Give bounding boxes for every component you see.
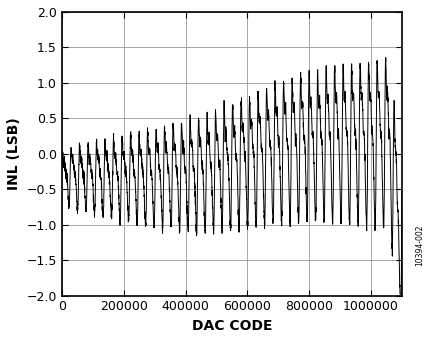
X-axis label: DAC CODE: DAC CODE xyxy=(191,319,272,333)
Y-axis label: INL (LSB): INL (LSB) xyxy=(7,117,21,190)
Text: 10394-002: 10394-002 xyxy=(414,224,423,266)
